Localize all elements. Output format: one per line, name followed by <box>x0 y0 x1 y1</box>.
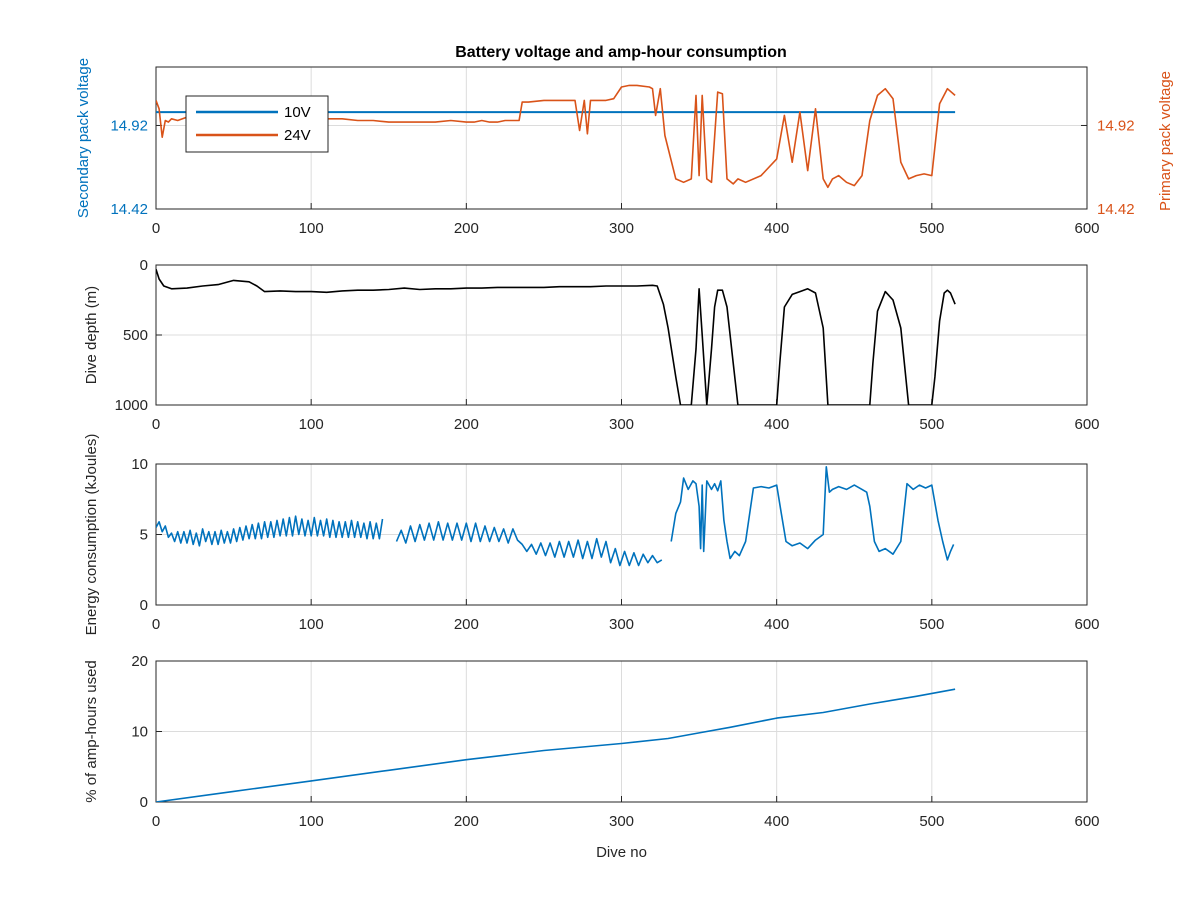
y-tick-label: 1000 <box>115 397 148 414</box>
y-tick-label: 10 <box>131 724 148 741</box>
y-tick-label: 20 <box>131 653 148 670</box>
x-tick-label: 100 <box>299 416 324 433</box>
x-tick-label: 200 <box>454 616 479 633</box>
x-tick-label: 300 <box>609 416 634 433</box>
x-axis-label: Dive no <box>596 844 647 861</box>
series-line <box>670 465 955 561</box>
y-axis-label: Secondary pack voltage <box>75 58 92 218</box>
legend-label-24v: 24V <box>284 127 311 144</box>
series-line <box>395 520 663 567</box>
y-tick-label: 0 <box>140 257 148 274</box>
y-tick-label: 14.92 <box>110 117 148 134</box>
x-tick-label: 600 <box>1074 813 1099 830</box>
series-group <box>156 465 955 567</box>
x-tick-label: 0 <box>152 416 160 433</box>
y-tick-label: 14.42 <box>110 201 148 218</box>
x-tick-label: 0 <box>152 813 160 830</box>
x-tick-label: 400 <box>764 813 789 830</box>
figure-title: Battery voltage and amp-hour consumption <box>455 44 787 61</box>
x-tick-label: 0 <box>152 616 160 633</box>
x-tick-label: 100 <box>299 616 324 633</box>
y-right-tick-label: 14.92 <box>1097 117 1135 134</box>
y-tick-label: 5 <box>140 527 148 544</box>
x-tick-label: 500 <box>919 616 944 633</box>
x-tick-label: 400 <box>764 220 789 237</box>
x-tick-label: 300 <box>609 220 634 237</box>
x-tick-label: 200 <box>454 416 479 433</box>
series-group <box>156 688 956 802</box>
x-tick-label: 600 <box>1074 416 1099 433</box>
y-tick-label: 10 <box>131 456 148 473</box>
y-tick-label: 500 <box>123 327 148 344</box>
plots-layer: 0 100 200 300 400 500 60014.4214.9214.4214.92S… <box>75 58 1174 861</box>
x-tick-label: 400 <box>764 416 789 433</box>
x-tick-label: 0 <box>152 220 160 237</box>
x-tick-label: 500 <box>919 220 944 237</box>
y-axis-label: Dive depth (m) <box>83 286 100 384</box>
x-tick-label: 500 <box>919 416 944 433</box>
series-line <box>156 268 956 405</box>
x-tick-label: 500 <box>919 813 944 830</box>
x-tick-label: 600 <box>1074 220 1099 237</box>
x-tick-label: 600 <box>1074 616 1099 633</box>
x-tick-label: 300 <box>609 616 634 633</box>
series-line <box>156 515 384 547</box>
y-axis-right-label: Primary pack voltage <box>1157 71 1174 211</box>
x-tick-label: 100 <box>299 220 324 237</box>
x-tick-label: 400 <box>764 616 789 633</box>
y-axis-label: % of amp-hours used <box>83 660 100 803</box>
subplot-3: 0 100 200 300 400 500 600 0 5 10 Energy consumptio… <box>83 434 1100 636</box>
x-tick-label: 100 <box>299 813 324 830</box>
subplot-1: 0 100 200 300 400 500 600 14.42 14.92 14.42 14.92 S… <box>75 58 1174 237</box>
legend-label-10v: 10V <box>284 104 311 121</box>
subplot-4: 0 100 200 300 400 500 600 0 10 20 % of amp-hours u… <box>83 653 1100 861</box>
x-tick-label: 200 <box>454 220 479 237</box>
y-tick-label: 0 <box>140 597 148 614</box>
y-tick-label: 0 <box>140 794 148 811</box>
x-tick-label: 300 <box>609 813 634 830</box>
series-group <box>156 268 956 405</box>
subplot-2: 0 100 200 300 400 500 600 0 500 1000 Dive depth (m… <box>83 257 1100 433</box>
series-line <box>156 688 956 802</box>
legend-box <box>185 95 329 153</box>
y-axis-label: Energy consumption (kJoules) <box>83 434 100 636</box>
y-right-tick-label: 14.42 <box>1097 201 1135 218</box>
x-tick-label: 200 <box>454 813 479 830</box>
